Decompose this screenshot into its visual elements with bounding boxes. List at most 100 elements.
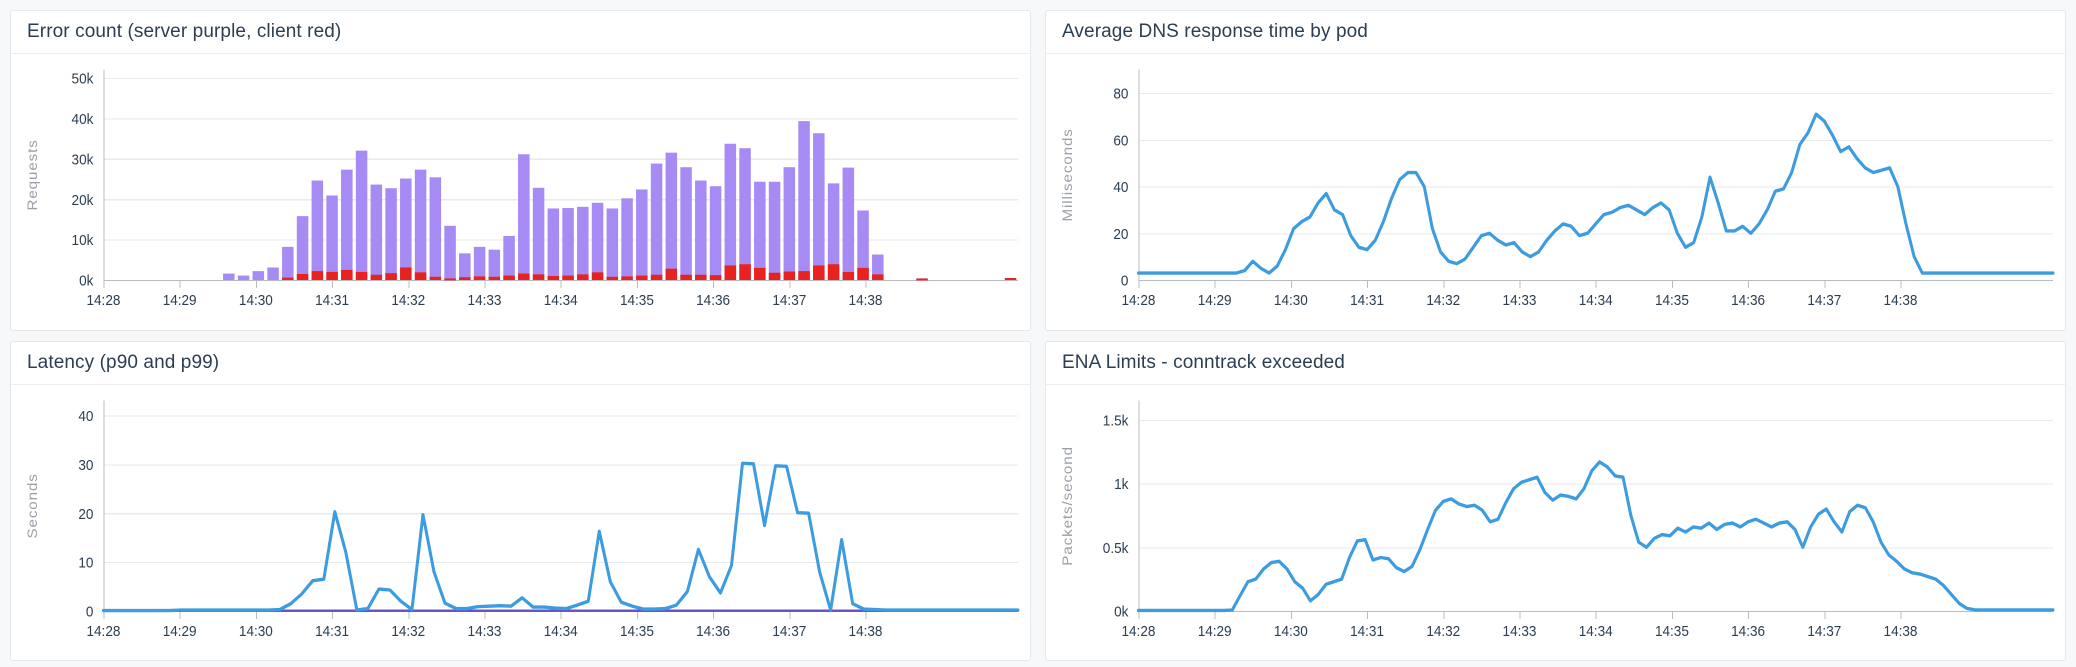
x-tick-label: 14:28 (1121, 623, 1155, 640)
bar-server (547, 208, 560, 281)
x-tick-label: 14:35 (620, 292, 654, 309)
bar-client (621, 276, 633, 281)
panel-header-ena-limits[interactable]: ENA Limits - conntrack exceeded (1046, 342, 2065, 385)
bar-series (223, 121, 1017, 281)
bar-server (709, 186, 722, 281)
bar-server (370, 184, 383, 281)
bar-client (532, 274, 545, 281)
x-tick-label: 14:28 (86, 292, 120, 309)
bar-client (370, 274, 383, 281)
bar-client (562, 275, 574, 281)
panel-header-error-count[interactable]: Error count (server purple, client red) (11, 11, 1030, 54)
line-series-dns-avg (1136, 112, 2055, 275)
x-tick-label: 14:37 (772, 292, 806, 309)
x-tick-label: 14:30 (1274, 292, 1308, 309)
x-tick-label: 14:29 (163, 623, 197, 640)
bar-server (872, 254, 884, 281)
y-tick-label: 0 (86, 603, 94, 620)
y-tick-label: 1k (1114, 476, 1129, 493)
y-tick-label: 20 (1113, 226, 1128, 243)
bar-client (813, 265, 825, 281)
panel-ena-limits[interactable]: ENA Limits - conntrack exceeded 0k 0.5k 1k… (1045, 340, 2066, 661)
bar-server (680, 167, 692, 281)
panel-header-latency[interactable]: Latency (p90 and p99) (11, 342, 1030, 385)
x-tick-label: 14:36 (1731, 623, 1765, 640)
x-tick-label: 14:30 (239, 292, 273, 309)
bar-server (341, 169, 353, 281)
bar-server (591, 202, 604, 281)
x-tick-label: 14:37 (1807, 292, 1841, 309)
x-tick-label: 14:36 (696, 292, 730, 309)
bar-client (680, 274, 692, 281)
panel-error-count[interactable]: Error count (server purple, client red) … (10, 10, 1031, 331)
bar-client (341, 269, 353, 281)
bar-server (798, 121, 810, 281)
bar-server (237, 275, 250, 281)
bar-client (400, 267, 412, 281)
y-tick-label: 0 (1121, 273, 1129, 290)
y-tick-label: 50k (72, 71, 95, 88)
bar-client (665, 268, 678, 281)
bar-client (768, 272, 781, 281)
bar-server (813, 133, 825, 281)
bar-client (709, 275, 722, 281)
x-tick-label: 14:29 (1198, 623, 1232, 640)
bar-client (444, 278, 456, 281)
page-title: Average DNS response time by pod (1062, 21, 1368, 42)
bar-client (827, 264, 840, 281)
x-tick-label: 14:32 (1426, 623, 1460, 640)
bar-server (444, 225, 456, 281)
panel-dns-response-time[interactable]: Average DNS response time by pod 0 20 40 60… (1045, 10, 2066, 331)
bar-client (577, 274, 589, 281)
x-tick-label: 14:33 (468, 623, 502, 640)
bar-server (606, 208, 619, 281)
y-tick-label: 0.5k (1103, 540, 1129, 557)
bar-server (768, 181, 781, 281)
bar-client (503, 275, 515, 281)
bar-server (429, 177, 442, 281)
bar-client (695, 274, 707, 281)
bar-server (503, 235, 515, 281)
bar-server (562, 208, 574, 281)
bar-server (621, 198, 633, 281)
x-tick-label: 14:32 (391, 623, 425, 640)
panel-latency[interactable]: Latency (p90 and p99) 0 10 20 30 40 Seconds 14… (10, 340, 1031, 661)
bar-client (916, 278, 928, 281)
bar-server (783, 167, 796, 281)
bar-client (385, 273, 397, 281)
x-tick-label: 14:37 (1807, 623, 1841, 640)
bar-client (414, 272, 427, 281)
bar-server (665, 152, 678, 281)
chart-error-count: 0k 10k 20k 30k 40k 50k Requests 14:28 14:29 14:30… (26, 69, 1018, 309)
bar-server (459, 253, 471, 281)
bar-server (252, 271, 265, 281)
bar-server (827, 183, 840, 281)
chart-dns-response-time: 0 20 40 60 80 Milliseconds 14:28 14:29 14:30 14:3… (1061, 69, 2055, 309)
bar-client (296, 273, 309, 281)
x-tick-label: 14:28 (1121, 292, 1155, 309)
x-tick-label: 14:30 (1274, 623, 1308, 640)
x-tick-label: 14:38 (849, 292, 883, 309)
bar-client (606, 276, 619, 281)
x-tick-label: 14:36 (696, 623, 730, 640)
panel-body-dns-response-time: 0 20 40 60 80 Milliseconds 14:28 14:29 14:30 14:3… (1046, 54, 2065, 330)
x-tick-label: 14:34 (1579, 292, 1613, 309)
x-tick-label: 14:35 (1655, 292, 1689, 309)
bar-client (1004, 277, 1017, 281)
x-tick-label: 14:28 (86, 623, 120, 640)
x-tick-label: 14:32 (1426, 292, 1460, 309)
bar-server (488, 249, 501, 281)
bar-client (754, 267, 766, 281)
bar-client (429, 276, 442, 281)
bar-client (636, 275, 648, 281)
bar-server (385, 188, 397, 281)
chart-latency: 0 10 20 30 40 Seconds 14:28 14:29 14:30 14:31 14:3… (26, 400, 1020, 640)
bar-client (547, 275, 560, 281)
bar-server (636, 189, 648, 281)
y-tick-label: 30 (78, 457, 93, 474)
bar-server (296, 216, 309, 281)
page-title: Error count (server purple, client red) (27, 21, 342, 42)
line-series-conntrack-exceeded (1136, 459, 2055, 612)
x-tick-label: 14:33 (1503, 623, 1537, 640)
panel-header-dns-response-time[interactable]: Average DNS response time by pod (1046, 11, 2065, 54)
